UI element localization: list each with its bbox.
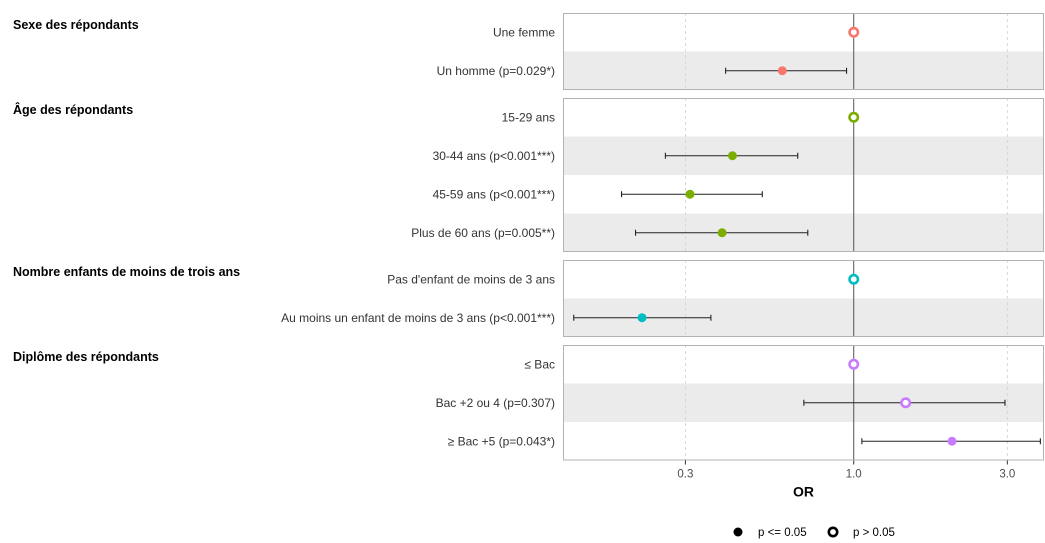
row-label: ≤ Bac [524, 357, 555, 371]
row-label: Une femme [493, 25, 555, 39]
point-marker [848, 358, 860, 370]
legend-label: p > 0.05 [853, 527, 895, 539]
point-marker [848, 273, 860, 285]
point-marker [900, 397, 912, 409]
row-stripe [563, 136, 1044, 175]
row-label: Un homme (p=0.029*) [437, 64, 555, 78]
row-label: 15-29 ans [502, 110, 555, 124]
point-marker [777, 66, 787, 76]
panel-border [563, 98, 1044, 252]
point-marker [717, 228, 727, 238]
point-marker [637, 313, 647, 323]
x-axis-title: OR [793, 484, 814, 500]
row-label: Au moins un enfant de moins de 3 ans (p<… [281, 311, 555, 325]
x-tick-label: 3.0 [999, 469, 1015, 481]
panel-border [563, 345, 1044, 461]
point-marker [947, 436, 957, 446]
group-title-1: Âge des répondants [13, 102, 133, 117]
row-label: 30-44 ans (p<0.001***) [433, 149, 555, 163]
legend-open-marker [827, 526, 839, 538]
row-label: Bac +2 ou 4 (p=0.307) [436, 396, 555, 410]
group-title-2: Nombre enfants de moins de trois ans [13, 265, 240, 279]
row-label: Pas d'enfant de moins de 3 ans [387, 272, 555, 286]
point-marker [848, 26, 860, 38]
x-tick-label: 1.0 [846, 469, 862, 481]
panel-border [563, 13, 1044, 90]
group-title-0: Sexe des répondants [13, 18, 139, 32]
point-marker [848, 111, 860, 123]
point-marker [685, 189, 695, 199]
row-label: ≥ Bac +5 (p=0.043*) [448, 434, 555, 448]
panel-border [563, 260, 1044, 337]
x-tick-label: 0.3 [677, 469, 693, 481]
legend-label: p <= 0.05 [758, 527, 807, 539]
legend-filled-marker [733, 527, 743, 537]
row-label: 45-59 ans (p<0.001***) [433, 187, 555, 201]
group-title-3: Diplôme des répondants [13, 350, 159, 364]
point-marker [727, 151, 737, 161]
row-label: Plus de 60 ans (p=0.005**) [411, 226, 555, 240]
